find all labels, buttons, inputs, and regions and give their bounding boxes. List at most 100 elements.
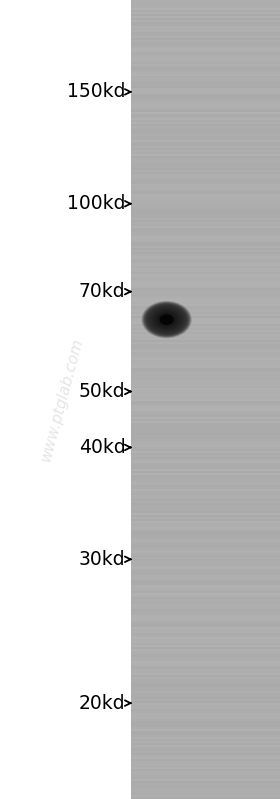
Bar xyxy=(131,797,280,799)
Bar xyxy=(131,393,280,396)
Bar xyxy=(131,719,280,722)
Bar xyxy=(131,332,280,334)
Bar xyxy=(131,739,280,741)
Bar xyxy=(131,121,280,125)
Bar xyxy=(131,526,280,528)
Bar xyxy=(131,769,280,772)
Bar xyxy=(131,787,280,789)
Bar xyxy=(131,380,280,382)
Text: 20kd: 20kd xyxy=(79,694,125,713)
Ellipse shape xyxy=(142,301,191,338)
Bar xyxy=(131,502,280,504)
Bar xyxy=(131,174,280,177)
Ellipse shape xyxy=(146,304,187,335)
Ellipse shape xyxy=(156,312,178,328)
Bar xyxy=(131,108,280,111)
Bar xyxy=(131,695,280,698)
Bar xyxy=(131,342,280,344)
Bar xyxy=(131,36,280,39)
Bar xyxy=(131,403,280,406)
Bar xyxy=(131,611,280,614)
Ellipse shape xyxy=(148,306,185,333)
Bar xyxy=(131,112,280,115)
Bar xyxy=(131,360,280,363)
Bar xyxy=(131,28,280,31)
Bar xyxy=(131,689,280,692)
Bar xyxy=(131,236,280,238)
Bar xyxy=(131,409,280,412)
Bar xyxy=(131,606,280,608)
Bar xyxy=(131,431,280,435)
Bar xyxy=(131,280,280,283)
Bar xyxy=(131,585,280,588)
Bar xyxy=(131,455,280,458)
Bar xyxy=(131,98,280,101)
Bar xyxy=(131,415,280,419)
Ellipse shape xyxy=(144,304,189,336)
Ellipse shape xyxy=(160,314,174,325)
Bar xyxy=(131,376,280,378)
Bar xyxy=(131,309,280,312)
Bar xyxy=(131,655,280,658)
Bar xyxy=(131,264,280,267)
Bar xyxy=(131,249,280,252)
Bar xyxy=(131,718,280,720)
Bar xyxy=(131,352,280,355)
Bar xyxy=(131,312,280,314)
Bar xyxy=(131,795,280,797)
Bar xyxy=(131,273,280,276)
Bar xyxy=(131,232,280,235)
Bar xyxy=(131,76,280,79)
Bar xyxy=(131,66,280,69)
Bar xyxy=(131,713,280,716)
Bar xyxy=(131,109,280,113)
Bar xyxy=(131,256,280,259)
Bar xyxy=(131,153,280,157)
Bar xyxy=(131,268,280,270)
Bar xyxy=(131,198,280,201)
Bar xyxy=(131,542,280,544)
Bar xyxy=(131,630,280,632)
Bar xyxy=(131,113,280,117)
Bar xyxy=(131,206,280,209)
Bar xyxy=(131,22,280,25)
Bar xyxy=(131,702,280,704)
Bar xyxy=(131,170,280,173)
Bar xyxy=(131,152,280,155)
Bar xyxy=(131,172,280,175)
Bar xyxy=(131,638,280,640)
Bar xyxy=(131,92,280,95)
Bar xyxy=(131,201,280,205)
Bar xyxy=(131,481,280,484)
Bar xyxy=(131,479,280,482)
Bar xyxy=(131,747,280,749)
Bar xyxy=(131,470,280,472)
Ellipse shape xyxy=(159,314,174,325)
Bar xyxy=(131,515,280,518)
Bar xyxy=(131,670,280,672)
Bar xyxy=(131,662,280,664)
Bar xyxy=(131,531,280,535)
Bar xyxy=(131,694,280,696)
Bar xyxy=(131,783,280,785)
Bar xyxy=(131,537,280,540)
Bar xyxy=(131,276,280,279)
Bar xyxy=(131,132,280,135)
Bar xyxy=(131,10,280,13)
Ellipse shape xyxy=(144,303,189,336)
Bar xyxy=(131,646,280,648)
Text: 150kd: 150kd xyxy=(67,82,125,101)
Bar xyxy=(131,417,280,420)
Bar xyxy=(131,70,280,73)
Ellipse shape xyxy=(155,311,178,328)
Bar xyxy=(131,50,280,53)
Bar xyxy=(131,721,280,724)
Bar xyxy=(131,100,280,103)
Bar xyxy=(131,158,280,161)
Bar xyxy=(131,326,280,328)
Bar xyxy=(131,473,280,476)
Bar xyxy=(131,609,280,612)
Bar xyxy=(131,686,280,688)
Ellipse shape xyxy=(147,305,186,334)
Bar xyxy=(131,438,280,440)
